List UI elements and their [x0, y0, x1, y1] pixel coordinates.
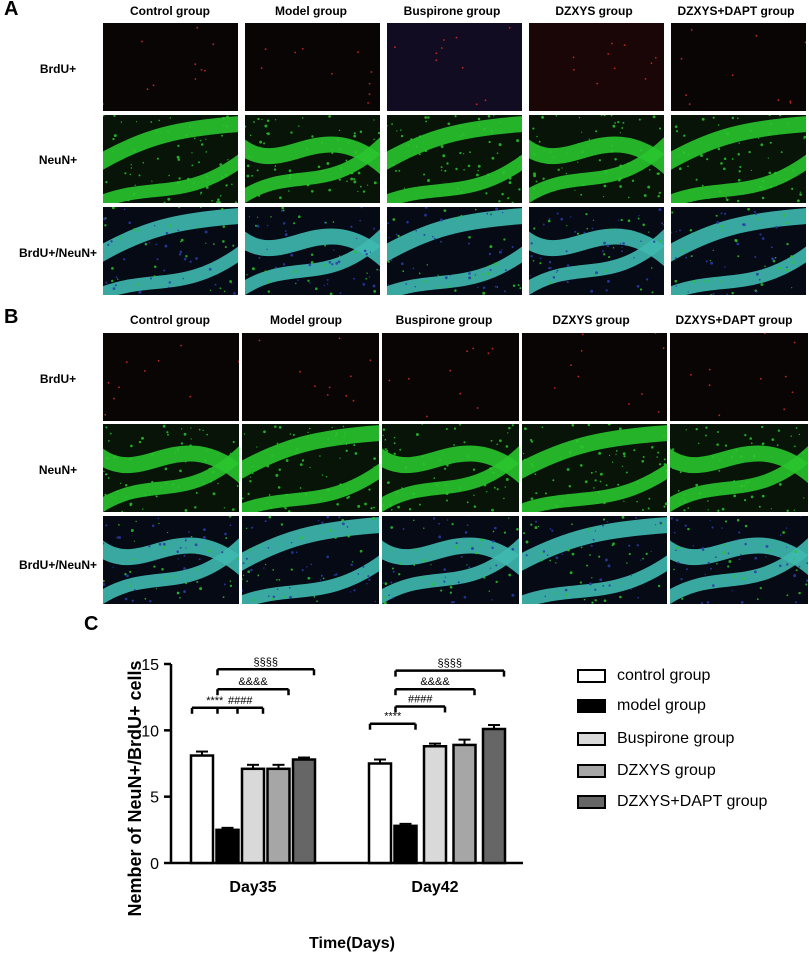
panel-a-micrograph-brdu-control — [103, 23, 238, 111]
panel-b-micrograph-merge-dzxys-dapt — [670, 516, 808, 604]
panel-a-col-header-dzxys: DZXYS group — [555, 4, 633, 18]
panel-a-micrograph-brdu-model — [245, 23, 380, 111]
legend-swatch-dzxys — [577, 764, 606, 778]
panel-b-row-label-neun: NeuN+ — [38, 463, 78, 477]
panel-a-micrograph-brdu-dzxys-dapt — [671, 23, 806, 111]
panel-a-row-label-merge: BrdU+/NeuN+ — [18, 246, 98, 260]
bar — [240, 767, 266, 865]
panel-c-letter: C — [84, 613, 99, 635]
significance-label: §§§§ — [254, 656, 278, 668]
y-tick-label: 10 — [141, 723, 159, 740]
panel-b-micrograph-neun-control — [103, 424, 239, 512]
panel-b-row-label-merge: BrdU+/NeuN+ — [18, 558, 98, 572]
x-tick-label: Day42 — [411, 879, 458, 896]
panel-a-micrograph-neun-model — [245, 115, 380, 203]
legend-swatch-dzxys-dapt — [577, 795, 606, 809]
panel-a-micrograph-merge-buspirone — [387, 207, 522, 295]
legend-label-control: control group — [617, 667, 711, 684]
panel-b-col-header-model: Model group — [270, 313, 342, 327]
panel-b-col-header-dzxys: DZXYS group — [552, 313, 630, 327]
panel-b-micrograph-neun-model — [242, 424, 379, 512]
panel-a-letter: A — [4, 0, 19, 20]
y-tick-label: 0 — [150, 856, 159, 873]
significance-label: #### — [228, 695, 253, 707]
panel-a-col-header-dzxys-dapt: DZXYS+DAPT group — [677, 4, 795, 18]
legend-swatch-model — [577, 699, 606, 713]
y-tick-label: 15 — [141, 657, 159, 674]
panel-b-micrograph-brdu-buspirone — [382, 333, 519, 421]
panel-b-micrograph-merge-buspirone — [382, 516, 519, 604]
panel-a-micrograph-neun-dzxys-dapt — [671, 115, 806, 203]
panel-a-col-header-model: Model group — [275, 4, 347, 18]
panel-b-letter: B — [4, 306, 19, 328]
panel-b-row-label-brdu: BrdU+ — [39, 372, 77, 386]
legend-swatch-control — [577, 669, 606, 683]
panel-a-row-label-neun: NeuN+ — [38, 153, 78, 167]
panel-a-micrograph-neun-buspirone — [387, 115, 522, 203]
bar — [422, 745, 448, 865]
panel-b-micrograph-brdu-dzxys — [522, 333, 667, 421]
panel-a-row-label-brdu: BrdU+ — [39, 62, 77, 76]
panel-b-col-header-dzxys-dapt: DZXYS+DAPT group — [675, 313, 793, 327]
panel-b-micrograph-merge-dzxys — [522, 516, 667, 604]
bar — [393, 824, 418, 865]
legend-label-dzxys: DZXYS group — [617, 762, 716, 779]
significance-label: §§§§ — [438, 658, 462, 670]
bar — [215, 828, 240, 865]
panel-a-micrograph-neun-control — [103, 115, 238, 203]
significance-label: #### — [408, 693, 433, 705]
panel-b-micrograph-merge-control — [103, 516, 239, 604]
panel-b-micrograph-neun-dzxys — [522, 424, 667, 512]
panel-a-micrograph-brdu-buspirone — [387, 23, 522, 111]
bar — [367, 762, 393, 865]
significance-label: **** — [384, 711, 402, 723]
panel-a-micrograph-merge-dzxys — [529, 207, 664, 295]
panel-a-micrograph-merge-model — [245, 207, 380, 295]
panel-b-micrograph-brdu-control — [103, 333, 239, 421]
legend-label-model: model group — [617, 697, 706, 714]
bar — [452, 743, 477, 865]
y-axis-label: Nember of NeuN+/BrdU+ cells — [125, 660, 145, 916]
panel-a-micrograph-neun-dzxys — [529, 115, 664, 203]
legend-label-buspirone: Buspirone group — [617, 730, 735, 747]
panel-b-col-header-buspirone: Buspirone group — [395, 313, 493, 327]
panel-a-micrograph-brdu-dzxys — [529, 23, 664, 111]
panel-b-micrograph-brdu-dzxys-dapt — [670, 333, 808, 421]
panel-b-col-header-control: Control group — [130, 313, 210, 327]
panel-a-col-header-control: Control group — [130, 4, 210, 18]
x-tick-label: Day35 — [229, 879, 276, 896]
panel-b-micrograph-neun-buspirone — [382, 424, 519, 512]
legend-swatch-buspirone — [577, 732, 606, 746]
panel-a-micrograph-merge-control — [103, 207, 238, 295]
bar — [189, 754, 215, 865]
bar — [481, 727, 507, 865]
x-axis-label: Time(Days) — [309, 935, 395, 952]
panel-b-micrograph-merge-model — [242, 516, 379, 604]
panel-b-micrograph-brdu-model — [242, 333, 379, 421]
panel-a-micrograph-merge-dzxys-dapt — [671, 207, 806, 295]
panel-b-micrograph-neun-dzxys-dapt — [670, 424, 808, 512]
significance-label: &&&& — [420, 676, 450, 688]
y-tick-label: 5 — [150, 790, 159, 807]
significance-label: &&&& — [238, 676, 268, 688]
panel-a-col-header-buspirone: Buspirone group — [403, 4, 501, 18]
bar — [266, 767, 291, 865]
bar — [291, 758, 317, 865]
legend-label-dzxys-dapt: DZXYS+DAPT group — [617, 793, 768, 810]
significance-label: **** — [206, 695, 224, 707]
